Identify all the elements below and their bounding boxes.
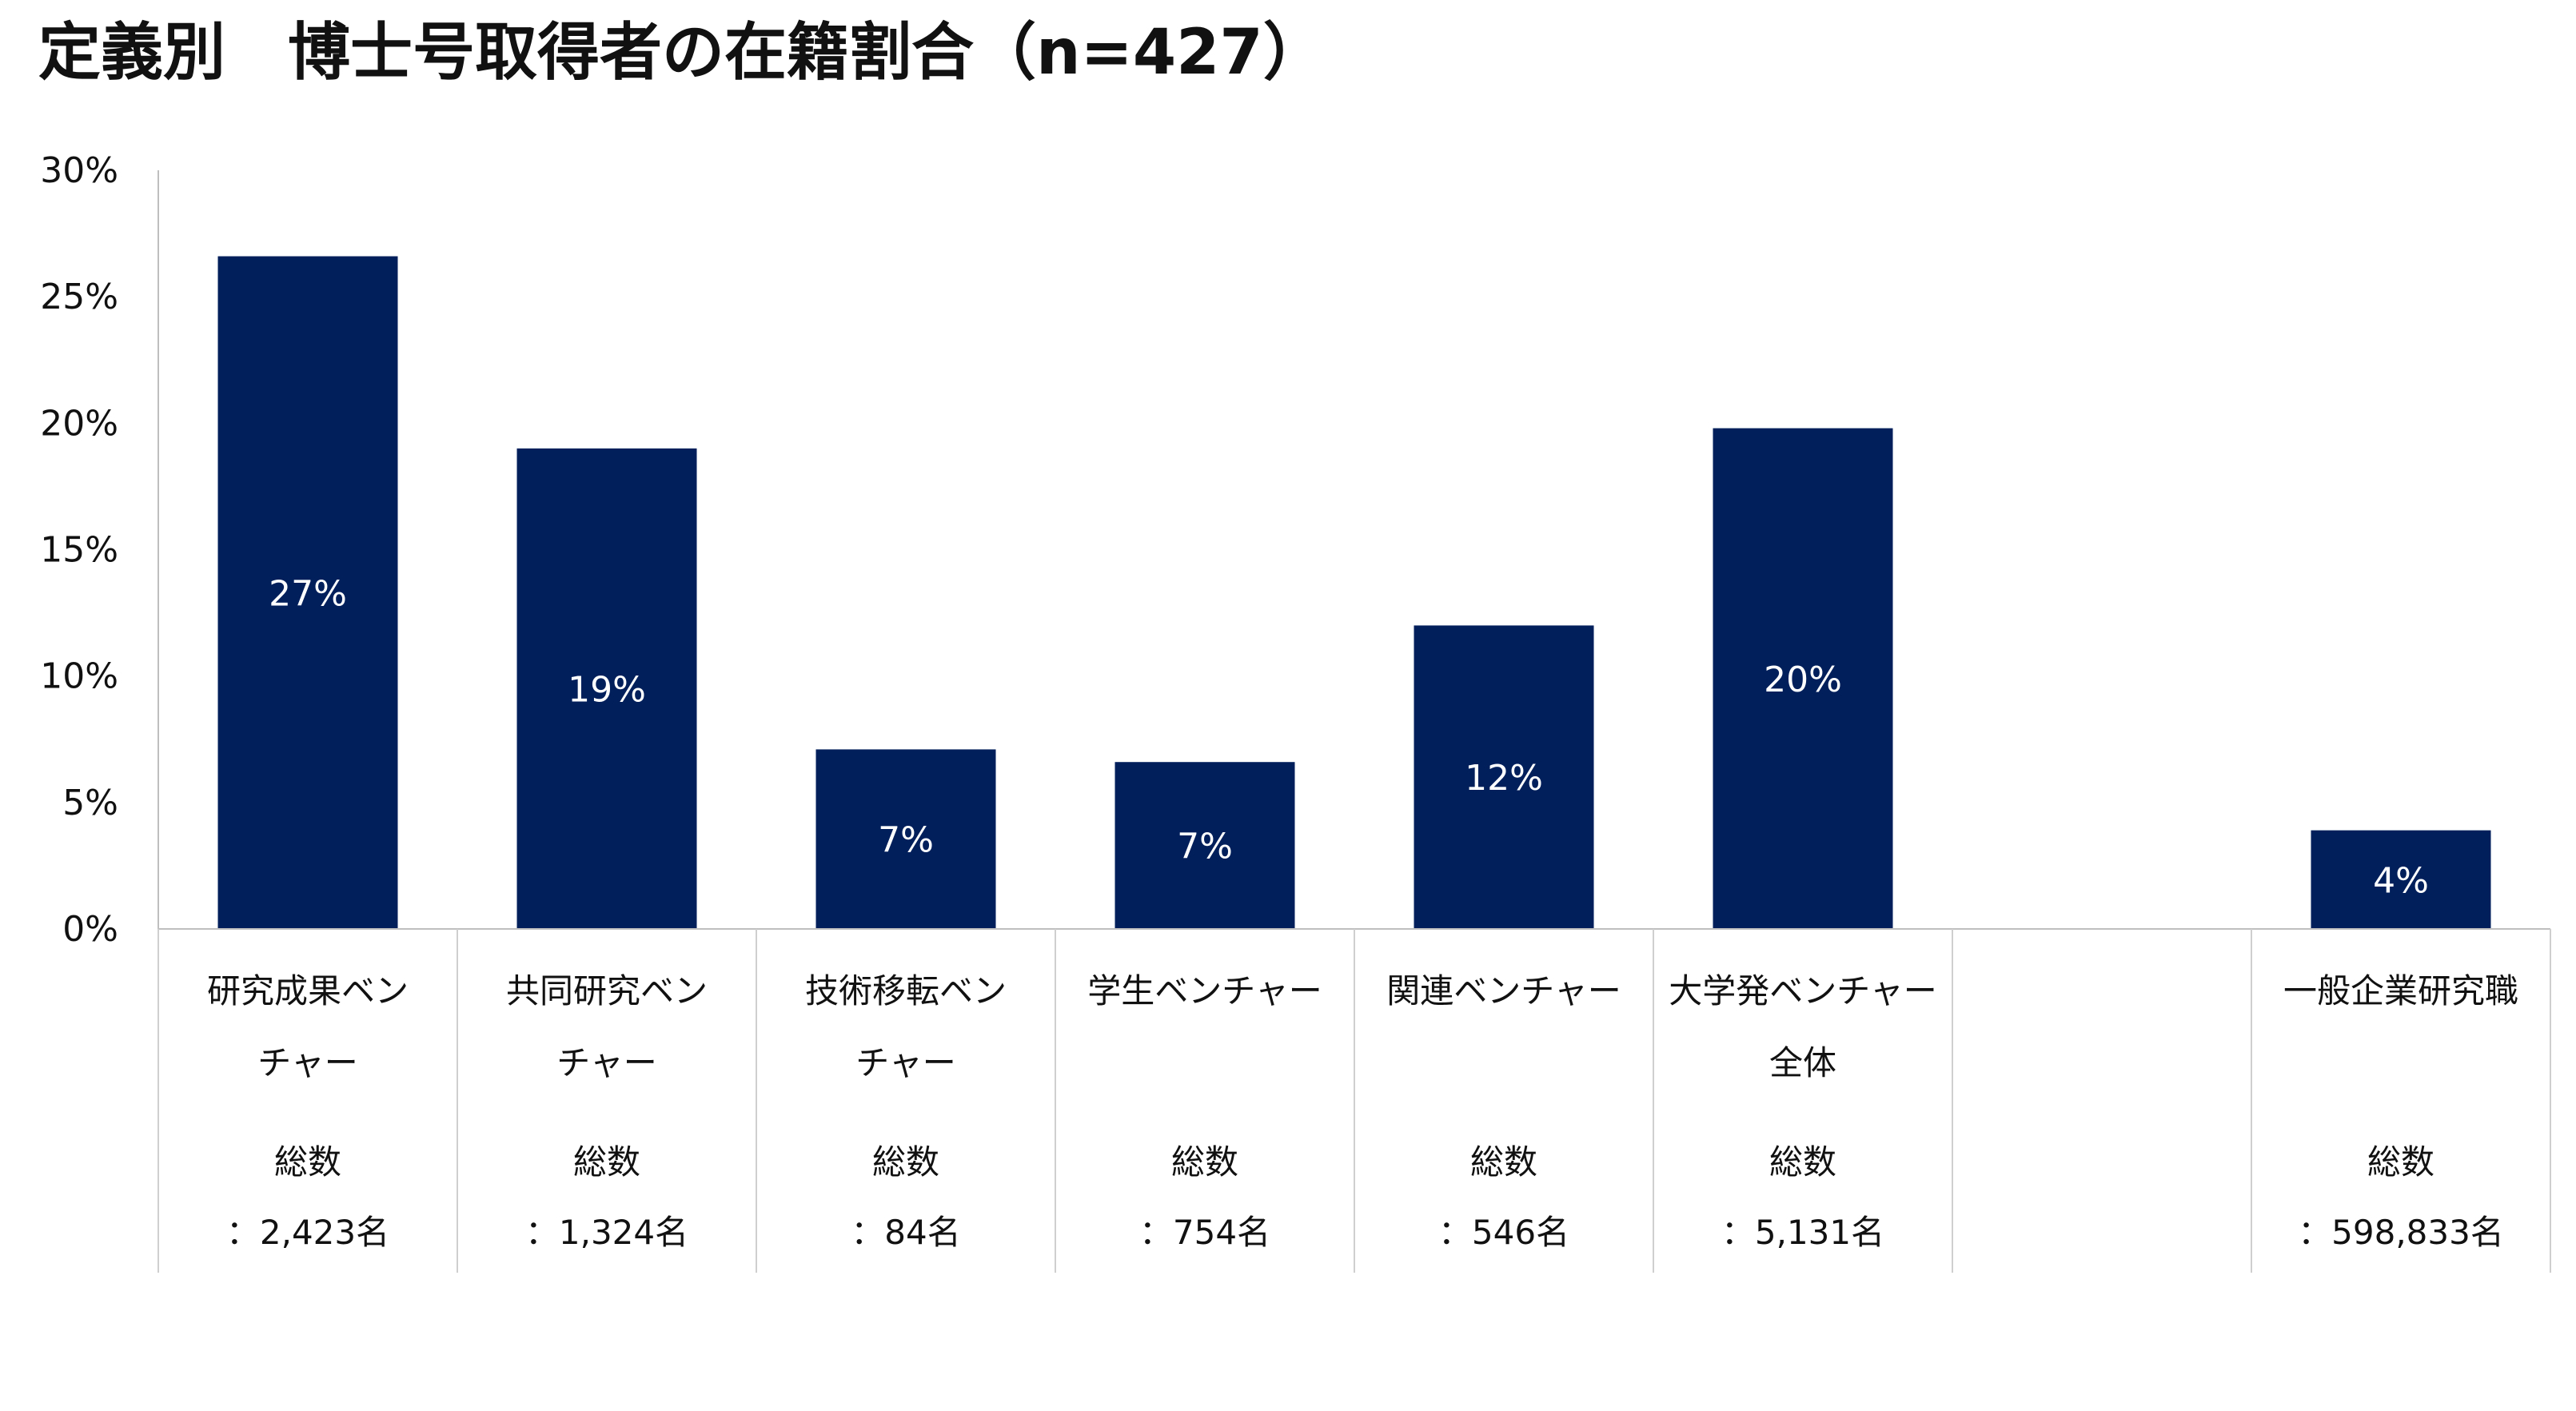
category-label: チャー bbox=[556, 1043, 657, 1082]
y-tick-label: 15% bbox=[40, 530, 118, 571]
y-tick-label: 0% bbox=[62, 909, 118, 950]
category-total-label: 総数 bbox=[1171, 1142, 1238, 1182]
category-total-value: ：546名 bbox=[1438, 1213, 1569, 1252]
category-total-value: ：1,324名 bbox=[525, 1213, 688, 1252]
category-total-label: 総数 bbox=[2367, 1142, 2434, 1182]
category-total-value: ：84名 bbox=[851, 1213, 960, 1252]
category-total-value: ：2,423名 bbox=[226, 1213, 389, 1252]
bar-data-label: 20% bbox=[1764, 660, 1842, 700]
category-label: 全体 bbox=[1769, 1043, 1836, 1082]
bars: 27% 19% 7% 7% 12% 20% 4% bbox=[217, 256, 2491, 929]
category-label: 学生ベンチャー bbox=[1087, 971, 1322, 1010]
bar bbox=[1414, 625, 1594, 929]
category-label: チャー bbox=[257, 1043, 358, 1082]
bar-data-label: 19% bbox=[568, 669, 646, 710]
y-axis: 30% 25% 20% 15% 10% 5% 0% bbox=[40, 150, 159, 950]
category-label: 共同研究ベン bbox=[506, 971, 708, 1010]
category-total-value: ：754名 bbox=[1139, 1213, 1270, 1252]
bar bbox=[516, 448, 697, 929]
bar bbox=[815, 749, 996, 929]
bar-data-label: 27% bbox=[269, 573, 347, 614]
bar bbox=[217, 256, 398, 929]
bar-data-label: 7% bbox=[1177, 827, 1233, 867]
y-tick-label: 5% bbox=[62, 783, 118, 823]
y-tick-label: 30% bbox=[40, 150, 118, 191]
category-label: 技術移転ベン bbox=[805, 971, 1007, 1010]
category-label: 一般企業研究職 bbox=[2283, 971, 2518, 1010]
category-label: チャー bbox=[855, 1043, 956, 1082]
chart-title: 定義別 博士号取得者の在籍割合（n=427） bbox=[38, 17, 1326, 89]
category-total-value: ：5,131名 bbox=[1721, 1213, 1884, 1252]
bar bbox=[2311, 830, 2491, 929]
y-tick-label: 20% bbox=[40, 403, 118, 444]
category-label: 研究成果ベン bbox=[207, 971, 409, 1010]
y-tick-label: 10% bbox=[40, 656, 118, 697]
y-tick-label: 25% bbox=[40, 277, 118, 317]
bar-data-label: 4% bbox=[2373, 860, 2429, 901]
category-total-label: 総数 bbox=[1470, 1142, 1537, 1182]
category-label: 関連ベンチャー bbox=[1386, 971, 1621, 1010]
category-label: 大学発ベンチャー bbox=[1669, 971, 1937, 1010]
category-total-label: 総数 bbox=[1769, 1142, 1836, 1182]
category-total-value: ：598,833名 bbox=[2298, 1213, 2504, 1252]
category-total-label: 総数 bbox=[573, 1142, 640, 1182]
x-axis: 研究成果ベンチャー総数：2,423名共同研究ベンチャー総数：1,324名技術移転… bbox=[158, 928, 2551, 1273]
bar-data-label: 12% bbox=[1465, 758, 1543, 799]
category-total-label: 総数 bbox=[872, 1142, 939, 1182]
bar bbox=[1115, 762, 1295, 929]
bar-data-label: 7% bbox=[878, 820, 934, 861]
bar bbox=[1713, 428, 1893, 929]
category-total-label: 総数 bbox=[274, 1142, 341, 1182]
